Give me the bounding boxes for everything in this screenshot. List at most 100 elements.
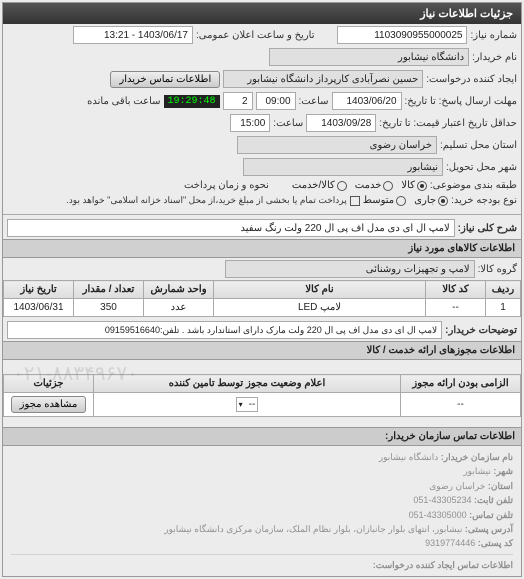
- radio-dot-icon: [383, 181, 393, 191]
- pay-method-label: نوع بودجه خرید:: [451, 195, 517, 206]
- radio-dot-icon: [337, 181, 347, 191]
- row-buyer: نام خریدار: دانشگاه نیشابور: [3, 46, 521, 68]
- addr-label: آدرس پستی:: [465, 524, 513, 534]
- permits-section-title: اطلاعات مجوزهای ارائه خدمت / کالا: [3, 341, 521, 360]
- row-general-title: شرح کلی نیاز: لامپ ال ای دی مدل اف پی ال…: [3, 214, 521, 239]
- province-info-label: استان:: [488, 481, 513, 491]
- col-mandatory: الزامی بودن ارائه مجوز: [401, 375, 521, 393]
- col-qty: تعداد / مقدار: [74, 281, 144, 299]
- city-info-value: نیشابور: [463, 466, 491, 476]
- main-panel: جزئیات اطلاعات نیاز شماره نیاز: 11030909…: [2, 2, 522, 577]
- radio-dot-icon: [438, 196, 448, 206]
- budget-radio-group: جاری متوسط: [363, 195, 448, 206]
- col-name: نام کالا: [214, 281, 426, 299]
- addr-value: نیشابور، انتهای بلوار جانبازان، بلوار نظ…: [164, 524, 462, 534]
- validity-label: حداقل تاریخ اعتبار قیمت: تا تاریخ:: [379, 118, 517, 129]
- city-label: شهر محل تحویل:: [446, 162, 517, 173]
- deadline-send-label: مهلت ارسال پاسخ: تا تاریخ:: [405, 96, 517, 107]
- cell-name: لامپ LED: [214, 299, 426, 317]
- table-header-row: ردیف کد کالا نام کالا واحد شمارش تعداد /…: [4, 281, 521, 299]
- col-date: تاریخ نیاز: [4, 281, 74, 299]
- col-unit: واحد شمارش: [144, 281, 214, 299]
- table-row: -- -- ▾ مشاهده مجوز: [4, 393, 521, 417]
- cell-date: 1403/06/31: [4, 299, 74, 317]
- contact-section-title: اطلاعات تماس سازمان خریدار:: [3, 427, 521, 446]
- row-budget: طبقه بندی موضوعی: کالا خدمت کالا/خدمت نح…: [3, 178, 521, 193]
- row-pay-method: نوع بودجه خرید: جاری متوسط پرداخت تمام ی…: [3, 193, 521, 208]
- radio-goods-service-label: کالا/خدمت: [292, 180, 335, 191]
- announce-field: 1403/06/17 - 13:21: [73, 26, 193, 44]
- radio-current[interactable]: جاری: [414, 195, 448, 206]
- cell-details: مشاهده مجوز: [4, 393, 94, 417]
- row-goods-group: گروه کالا: لامپ و تجهیزات روشنائی: [3, 258, 521, 280]
- treasury-checkbox[interactable]: [350, 196, 360, 206]
- cell-mandatory: --: [401, 393, 521, 417]
- phone-label: تلفن ثابت:: [474, 495, 513, 505]
- cell-qty: 350: [74, 299, 144, 317]
- remain-label: ساعت باقی مانده: [87, 96, 160, 107]
- row-deadline-send: مهلت ارسال پاسخ: تا تاریخ: 1403/06/20 سا…: [3, 90, 521, 112]
- post-label: کد پستی:: [478, 538, 513, 548]
- goods-section-title: اطلاعات کالاهای مورد نیاز: [3, 239, 521, 258]
- row-number: شماره نیاز: 1103090955000025 تاریخ و ساع…: [3, 24, 521, 46]
- radio-dot-icon: [396, 196, 406, 206]
- row-province: استان محل تسلیم: خراسان رضوی: [3, 134, 521, 156]
- number-label: شماره نیاز:: [470, 30, 517, 41]
- cell-status: -- ▾: [94, 393, 401, 417]
- status-select[interactable]: -- ▾: [236, 397, 259, 412]
- radio-current-label: جاری: [414, 195, 436, 206]
- validity-time: 15:00: [230, 114, 270, 132]
- col-code: کد کالا: [426, 281, 486, 299]
- table-row[interactable]: 1 -- لامپ LED عدد 350 1403/06/31: [4, 299, 521, 317]
- radio-goods[interactable]: کالا: [401, 180, 427, 191]
- remain-days: 2: [223, 92, 253, 110]
- pay-label: نحوه و زمان پرداخت: [184, 180, 269, 191]
- announce-label: تاریخ و ساعت اعلان عمومی:: [196, 30, 315, 41]
- general-title-field: لامپ ال ای دی مدل اف پی ال 220 ولت رنگ س…: [7, 219, 455, 237]
- general-title-label: شرح کلی نیاز:: [458, 223, 517, 234]
- row-requester: ایجاد کننده درخواست: حسین نصرآبادی کارپر…: [3, 68, 521, 90]
- radio-service[interactable]: خدمت: [355, 180, 394, 191]
- province-info-value: خراسان رضوی: [429, 481, 485, 491]
- view-permit-button[interactable]: مشاهده مجوز: [11, 396, 87, 413]
- validity-date: 1403/09/28: [306, 114, 376, 132]
- requester-label: ایجاد کننده درخواست:: [426, 74, 517, 85]
- fax-value: 43305000-051: [409, 510, 467, 520]
- goods-desc-field: لامپ ال ای دی مدل اف پی ال 220 ولت مارک …: [7, 321, 442, 339]
- budget-label: طبقه بندی موضوعی:: [430, 180, 517, 191]
- radio-other-label: متوسط: [363, 195, 394, 206]
- contact-info: نام سازمان خریدار: دانشگاه نیشابور شهر: …: [3, 446, 521, 576]
- radio-dot-icon: [417, 181, 427, 191]
- chevron-down-icon: ▾: [239, 400, 243, 409]
- radio-goods-service[interactable]: کالا/خدمت: [292, 180, 347, 191]
- row-goods-desc: توضیحات خریدار: لامپ ال ای دی مدل اف پی …: [3, 317, 521, 341]
- subject-radio-group: کالا خدمت کالا/خدمت: [292, 180, 427, 191]
- table-header-row: الزامی بودن ارائه مجوز اعلام وضعیت مجوز …: [4, 375, 521, 393]
- col-row: ردیف: [486, 281, 521, 299]
- cell-code: --: [426, 299, 486, 317]
- org-value: دانشگاه نیشابور: [379, 452, 438, 462]
- validity-time-label: ساعت:: [273, 118, 303, 129]
- org-label: نام سازمان خریدار:: [441, 452, 513, 462]
- deadline-send-date: 1403/06/20: [332, 92, 402, 110]
- permits-table: الزامی بودن ارائه مجوز اعلام وضعیت مجوز …: [3, 374, 521, 417]
- buyer-field: دانشگاه نیشابور: [269, 48, 469, 66]
- radio-other[interactable]: متوسط: [363, 195, 406, 206]
- fax-label: تلفن تماس:: [469, 510, 513, 520]
- goods-group-field: لامپ و تجهیزات روشنائی: [225, 260, 475, 278]
- number-field: 1103090955000025: [337, 26, 467, 44]
- city-field: نیشابور: [243, 158, 443, 176]
- cell-unit: عدد: [144, 299, 214, 317]
- col-details: جزئیات: [4, 375, 94, 393]
- goods-desc-label: توضیحات خریدار:: [445, 325, 517, 336]
- deadline-send-time-label: ساعت:: [299, 96, 329, 107]
- contact-buyer-button[interactable]: اطلاعات تماس خریدار: [110, 71, 220, 88]
- deadline-send-time: 09:00: [256, 92, 296, 110]
- phone-value: 43305234-051: [413, 495, 471, 505]
- requester-field: حسین نصرآبادی کارپرداز دانشگاه نیشابور: [223, 70, 423, 88]
- goods-table: ردیف کد کالا نام کالا واحد شمارش تعداد /…: [3, 280, 521, 317]
- goods-group-label: گروه کالا:: [478, 264, 517, 275]
- countdown: 19:29:48: [164, 95, 220, 108]
- row-city: شهر محل تحویل: نیشابور: [3, 156, 521, 178]
- pay-note: پرداخت تمام یا بخشی از مبلغ خرید،از محل …: [66, 195, 346, 206]
